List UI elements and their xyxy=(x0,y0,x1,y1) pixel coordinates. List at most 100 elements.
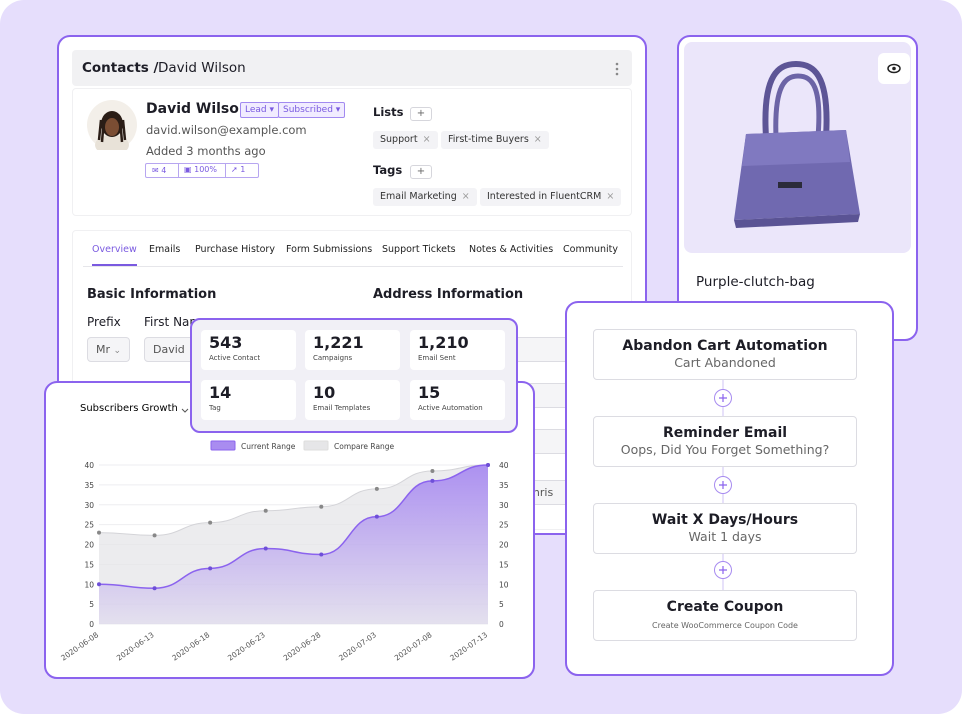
data-point xyxy=(430,478,435,483)
legend-swatch xyxy=(303,440,329,451)
y-tick-label: 15 xyxy=(84,560,94,569)
tab[interactable]: Overview xyxy=(92,244,137,266)
data-point xyxy=(97,530,101,535)
x-tick-label: 2020-06-13 xyxy=(115,630,156,663)
badge-text: Lead xyxy=(245,105,267,115)
data-point xyxy=(374,514,379,519)
data-point xyxy=(430,468,435,473)
y-tick-label: 30 xyxy=(84,501,94,510)
profile-panel xyxy=(72,88,632,216)
stat-tile: 14 Tag xyxy=(201,380,296,420)
preview-button[interactable] xyxy=(878,53,910,84)
x-tick-label: 2020-06-23 xyxy=(226,630,267,663)
counter-value: 100% xyxy=(194,165,217,174)
step-subtitle: Create WooCommerce Coupon Code xyxy=(652,621,798,630)
tab[interactable]: Notes & Activities xyxy=(469,244,554,255)
avatar xyxy=(87,100,137,150)
stat-label: Email Templates xyxy=(313,404,371,412)
stat-value: 1,221 xyxy=(313,333,364,352)
contact-name: David Wilson xyxy=(158,60,246,76)
tab[interactable]: Emails xyxy=(149,244,181,255)
data-point xyxy=(486,463,490,467)
data-point xyxy=(208,520,213,525)
chart: Subscribers Growth 0 5 10 15 20 25 30 35 40 0 5 10 1… xyxy=(59,403,509,663)
field-value: David xyxy=(153,343,185,356)
badge-text: Subscribed xyxy=(283,105,333,115)
stat-value: 543 xyxy=(209,333,243,352)
chip-text: Email Marketing xyxy=(380,191,457,202)
prefix-select[interactable]: Mr ⌄ xyxy=(87,337,130,362)
automation-step[interactable]: Create Coupon Create WooCommerce Coupon C… xyxy=(593,590,857,641)
legend-label: Compare Range xyxy=(334,442,395,451)
x-tick-label: 2020-07-13 xyxy=(448,630,489,663)
tab[interactable]: Purchase History xyxy=(195,244,275,255)
y2-tick-label: 35 xyxy=(499,481,509,490)
lists-label: Lists xyxy=(373,105,404,119)
y2-tick-label: 10 xyxy=(499,580,509,589)
field-value: Mr xyxy=(96,343,111,356)
tab-divider xyxy=(83,266,623,267)
counter: ▣ 100% xyxy=(178,163,217,178)
stat-tile: 15 Active Automation xyxy=(410,380,505,420)
list-chip[interactable]: Support × xyxy=(373,131,438,149)
y2-tick-label: 25 xyxy=(499,521,509,530)
stat-value: 10 xyxy=(313,383,336,402)
stat-tile: 1,210 Email Sent xyxy=(410,330,505,370)
y2-tick-label: 0 xyxy=(499,620,504,629)
automation-step[interactable]: Reminder Email Oops, Did You Forget Somet… xyxy=(593,416,857,467)
y-tick-label: 0 xyxy=(89,620,94,629)
y-tick-label: 25 xyxy=(84,521,94,530)
automation-step[interactable]: Abandon Cart Automation Cart Abandoned xyxy=(593,329,857,380)
chip-text: Support xyxy=(380,134,418,145)
tag-chip[interactable]: Email Marketing × xyxy=(373,188,477,206)
y2-tick-label: 5 xyxy=(499,600,504,609)
step-subtitle: Wait 1 days xyxy=(688,529,762,544)
stat-tile: 1,221 Campaigns xyxy=(305,330,400,370)
section-title: Basic Information xyxy=(87,287,217,302)
step-subtitle: Cart Abandoned xyxy=(674,355,776,370)
product-card: Purple-clutch-bag xyxy=(677,35,918,341)
step-subtitle: Oops, Did You Forget Something? xyxy=(620,442,830,457)
chip-text: First-time Buyers xyxy=(448,134,529,145)
list-chip[interactable]: First-time Buyers × xyxy=(441,131,549,149)
stats-card: 543 Active Contact 1,221 Campaigns 1,210 Em… xyxy=(190,318,518,433)
counter: ➚ 1 xyxy=(225,163,245,178)
legend-swatch xyxy=(210,440,236,451)
step-title: Create Coupon xyxy=(666,599,784,615)
data-point xyxy=(263,508,268,513)
step-title: Reminder Email xyxy=(662,425,788,441)
series-line xyxy=(98,464,489,536)
data-point xyxy=(319,504,324,509)
add-list[interactable]: + xyxy=(410,107,432,121)
tab[interactable]: Form Submissions xyxy=(286,244,373,255)
breadcrumb[interactable]: Contacts / xyxy=(82,60,159,76)
profile-name: David Wilson xyxy=(146,101,249,117)
step-title: Abandon Cart Automation xyxy=(622,338,828,354)
y2-tick-label: 20 xyxy=(499,541,509,550)
eye-icon xyxy=(887,63,901,74)
chevron[interactable] xyxy=(181,408,189,413)
add-tag[interactable]: + xyxy=(410,165,432,179)
x-tick-label: 2020-06-28 xyxy=(282,630,323,663)
status-badge[interactable]: Subscribed ▾ xyxy=(278,102,346,118)
product-image xyxy=(684,42,911,253)
automation-step[interactable]: Wait X Days/Hours Wait 1 days xyxy=(593,503,857,554)
stat-tile: 543 Active Contact xyxy=(201,330,296,370)
legend-label: Current Range xyxy=(241,442,296,451)
y-tick-label: 20 xyxy=(84,541,94,550)
tags-label: Tags xyxy=(373,163,403,177)
step-title: Wait X Days/Hours xyxy=(651,512,799,528)
menu-dots[interactable] xyxy=(614,61,620,77)
tab[interactable]: Support Tickets xyxy=(382,244,456,255)
email: david.wilson@example.com xyxy=(146,123,307,137)
tag-chip[interactable]: Interested in FluentCRM × xyxy=(480,188,622,206)
counters: ✉ 4 ▣ 100% ➚ 1 xyxy=(145,163,259,178)
tab[interactable]: Community xyxy=(563,244,618,255)
y-tick-label: 10 xyxy=(84,580,94,589)
stat-value: 1,210 xyxy=(418,333,469,352)
status-badge[interactable]: Lead ▾ xyxy=(240,102,280,118)
counter-value: 1 xyxy=(240,165,246,174)
y2-tick-label: 40 xyxy=(499,461,509,470)
area-fill xyxy=(99,465,488,624)
